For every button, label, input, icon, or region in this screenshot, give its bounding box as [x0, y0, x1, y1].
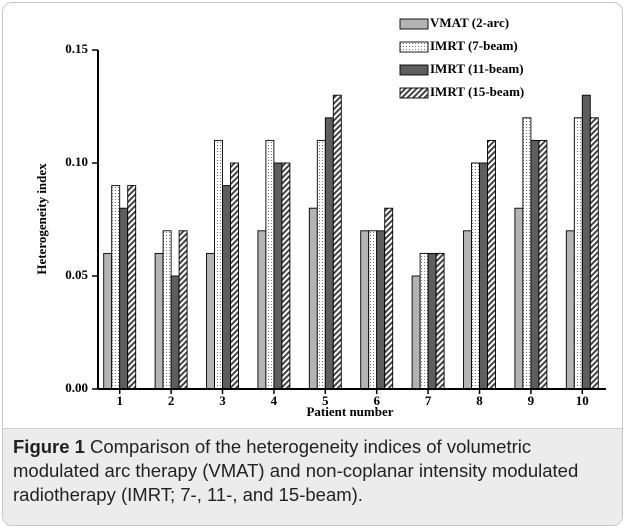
bar: [419, 252, 429, 390]
x-axis-label: Patient number: [306, 404, 393, 419]
bar: [384, 207, 394, 390]
bar: [324, 117, 334, 390]
bar: [257, 230, 267, 390]
y-tick-label: 0.05: [65, 267, 88, 282]
bar: [479, 162, 488, 390]
bar: [119, 207, 129, 390]
x-tick-label: 9: [528, 393, 535, 408]
x-tick-label: 1: [116, 393, 123, 408]
y-tick-label: 0.15: [65, 41, 88, 56]
bar: [368, 230, 378, 390]
chart: Heterogeneity index Patient number 0.00 0…: [34, 15, 606, 419]
legend-label: IMRT (15-beam): [430, 84, 524, 99]
bar: [308, 207, 318, 390]
bar: [281, 162, 291, 390]
bar: [316, 139, 326, 390]
bar: [332, 94, 342, 390]
x-tick-label: 7: [425, 393, 432, 408]
bar: [573, 117, 583, 390]
caption-text: Comparison of the heterogeneity indices …: [13, 436, 579, 505]
x-tick-label: 4: [271, 393, 278, 408]
y-axis-label: Heterogeneity index: [34, 163, 49, 275]
bar: [222, 185, 231, 390]
legend-label: IMRT (11-beam): [430, 61, 524, 76]
bar: [214, 139, 223, 390]
bar: [565, 230, 575, 390]
bar: [111, 185, 121, 390]
bar: [265, 139, 275, 390]
bar: [581, 94, 591, 390]
bar: [411, 275, 421, 390]
bar: [427, 252, 437, 390]
bar: [471, 162, 480, 390]
legend-swatch: [399, 87, 429, 99]
bar: [170, 275, 180, 390]
bar: [589, 117, 599, 390]
bar: [487, 139, 496, 390]
bar: [273, 162, 283, 390]
legend-label: VMAT (2-arc): [430, 15, 509, 30]
bar: [154, 252, 164, 390]
x-tick-label: 10: [576, 393, 589, 408]
x-tick-label: 8: [476, 393, 483, 408]
x-tick-label: 3: [219, 393, 226, 408]
bar: [376, 230, 386, 390]
bar: [522, 117, 532, 390]
bar: [463, 230, 472, 390]
x-tick-label: 5: [322, 393, 329, 408]
bar: [435, 252, 445, 390]
x-tick-label: 2: [168, 393, 175, 408]
bar: [360, 230, 370, 390]
legend-swatch: [399, 64, 429, 76]
bar: [127, 185, 137, 390]
caption: Figure 1 Comparison of the heterogeneity …: [3, 428, 622, 525]
legend-swatch: [399, 18, 429, 30]
x-tick-label: 6: [373, 393, 380, 408]
caption-label: Figure 1: [13, 436, 85, 457]
bar: [178, 230, 188, 390]
bar: [514, 207, 524, 390]
bar: [206, 252, 215, 390]
legend-label: IMRT (7-beam): [430, 38, 518, 53]
legend-swatch: [399, 41, 429, 53]
y-tick-label: 0.10: [65, 154, 88, 169]
bar: [538, 139, 548, 390]
bar: [230, 162, 239, 390]
bar: [162, 230, 172, 390]
bar: [530, 139, 540, 390]
bar: [103, 252, 113, 390]
y-tick-label: 0.00: [65, 380, 88, 395]
